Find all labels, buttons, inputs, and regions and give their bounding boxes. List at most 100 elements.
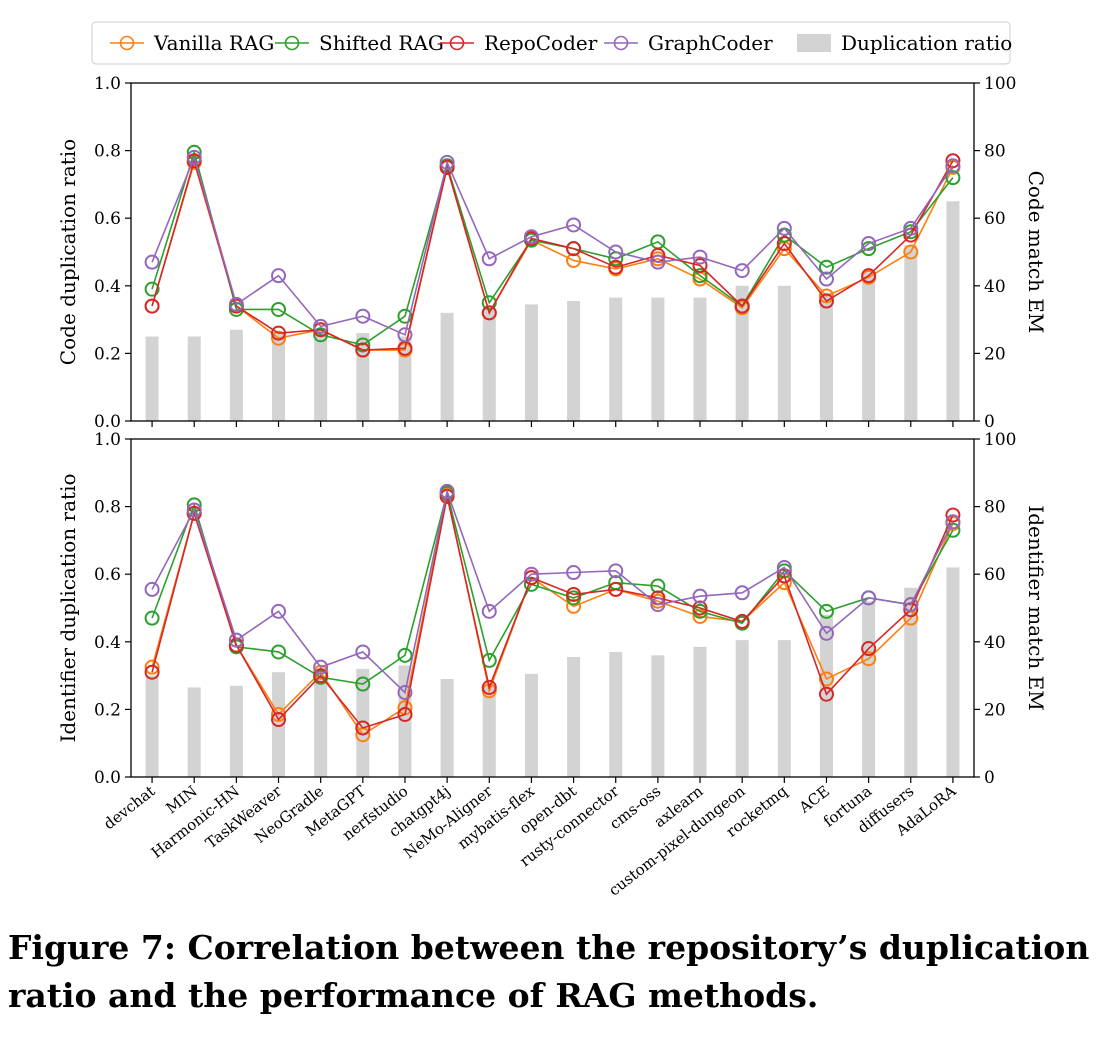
point-repocoder-rusty-connector	[608, 581, 624, 597]
series-shifted-rag	[144, 144, 961, 353]
point-graphcoder-nemo-aligner	[481, 251, 497, 267]
y-axis-label-left: Code duplication ratio	[56, 139, 80, 365]
series-line-shifted-rag	[151, 149, 954, 346]
right-tick-label: 80	[984, 498, 1006, 518]
series-graphcoder	[144, 483, 961, 700]
point-repocoder-rocketmq	[776, 568, 792, 584]
point-repocoder-nemo-aligner	[481, 305, 497, 321]
point-graphcoder-nemo-aligner	[481, 603, 497, 619]
point-graphcoder-devchat	[144, 581, 160, 597]
point-graphcoder-harmonic-hn	[228, 296, 244, 312]
right-tick-label: 80	[984, 142, 1006, 162]
bar-custom-pixel-dungeon	[735, 640, 749, 777]
y-axis-label-left: Identifier duplication ratio	[56, 473, 80, 742]
point-graphcoder-rocketmq	[776, 559, 792, 575]
duplication-bars	[145, 567, 960, 777]
right-tick-label: 40	[984, 633, 1006, 653]
series-line-graphcoder	[151, 154, 954, 336]
point-repocoder-open-dbt	[566, 586, 582, 602]
left-tick-label: 0.4	[94, 633, 121, 653]
series-repocoder	[144, 153, 961, 358]
point-shifted-rag-ace	[818, 259, 834, 275]
point-shifted-rag-taskweaver	[271, 301, 287, 317]
bar-rocketmq	[777, 285, 791, 421]
point-shifted-rag-axlearn	[692, 268, 708, 284]
point-graphcoder-nerfstudio	[397, 327, 413, 343]
point-graphcoder-axlearn	[692, 249, 708, 265]
right-tick-label: 20	[984, 344, 1006, 364]
left-tick-label: 0.0	[94, 412, 121, 432]
point-shifted-rag-devchat	[144, 281, 160, 297]
point-repocoder-nerfstudio	[397, 706, 413, 722]
bar-axlearn	[693, 297, 707, 421]
bar-fortuna	[862, 601, 876, 777]
point-shifted-rag-cms-oss	[650, 578, 666, 594]
bar-ace	[819, 614, 833, 777]
point-repocoder-metagpt	[355, 720, 371, 736]
point-repocoder-taskweaver	[271, 325, 287, 341]
point-repocoder-custom-pixel-dungeon	[734, 298, 750, 314]
point-shifted-rag-devchat	[144, 610, 160, 626]
bar-metagpt	[356, 668, 370, 777]
plot-frame	[130, 82, 975, 422]
point-repocoder-rocketmq	[776, 236, 792, 252]
figure-chart: Vanilla RAG Shifted RAG RepoCoder GraphCode…	[56, 21, 1048, 899]
point-graphcoder-chatgpt4j	[439, 154, 455, 170]
bar-diffusers	[904, 587, 918, 777]
bar-cms-oss	[651, 655, 665, 777]
legend-marker-vanilla-rag	[119, 35, 135, 51]
left-tick-label: 1.0	[94, 430, 121, 450]
point-vanilla-rag-ace	[818, 671, 834, 687]
series-line-vanilla-rag	[151, 494, 954, 736]
point-shifted-rag-metagpt	[355, 676, 371, 692]
legend-label-repocoder: RepoCoder	[484, 31, 598, 55]
bar-harmonic-hn	[229, 329, 243, 421]
point-graphcoder-taskweaver	[271, 603, 287, 619]
point-vanilla-rag-axlearn	[692, 608, 708, 624]
bar-harmonic-hn	[229, 685, 243, 777]
point-graphcoder-open-dbt	[566, 565, 582, 581]
point-vanilla-rag-diffusers	[903, 244, 919, 260]
left-tick-label: 0.4	[94, 277, 121, 297]
right-tick-label: 0	[984, 412, 995, 432]
legend-label-duplication-ratio: Duplication ratio	[841, 31, 1012, 55]
bar-adalora	[946, 201, 960, 421]
bar-rusty-connector	[609, 651, 623, 777]
point-vanilla-rag-open-dbt	[566, 252, 582, 268]
y-axis-label-right: Code match EM	[1024, 171, 1048, 334]
point-repocoder-ace	[818, 686, 834, 702]
bar-taskweaver	[272, 333, 286, 421]
bar-adalora	[946, 567, 960, 777]
point-vanilla-rag-fortuna	[861, 651, 877, 667]
point-graphcoder-custom-pixel-dungeon	[734, 263, 750, 279]
bar-rusty-connector	[609, 297, 623, 421]
point-graphcoder-diffusers	[903, 220, 919, 236]
x-axis-category-labels: devchat MINHarmonic-HNTaskWeaverNeoGradle…	[100, 781, 959, 899]
legend-item-graphcoder: GraphCoder	[604, 31, 773, 55]
right-tick-label: 60	[984, 565, 1006, 585]
point-graphcoder-metagpt	[355, 644, 371, 660]
right-tick-label: 20	[984, 700, 1006, 720]
point-shifted-rag-metagpt	[355, 337, 371, 353]
bar-neogradle	[314, 675, 328, 777]
legend-item-shifted-rag: Shifted RAG	[275, 31, 444, 55]
series-line-graphcoder	[151, 488, 954, 695]
point-graphcoder-neogradle	[313, 659, 329, 675]
left-tick-label: 1.0	[94, 74, 121, 94]
legend-item-duplication-ratio: Duplication ratio	[797, 31, 1012, 55]
legend-label-vanilla-rag: Vanilla RAG	[153, 31, 274, 55]
point-repocoder-fortuna	[861, 268, 877, 284]
point-graphcoder-custom-pixel-dungeon	[734, 585, 750, 601]
point-repocoder-ace	[818, 293, 834, 309]
left-tick-label: 0.0	[94, 768, 121, 788]
legend: Vanilla RAG Shifted RAG RepoCoder GraphCode…	[91, 21, 1012, 65]
point-graphcoder-open-dbt	[566, 217, 582, 233]
point-repocoder-rusty-connector	[608, 259, 624, 275]
left-tick-label: 0.8	[94, 498, 121, 518]
bar-min	[187, 336, 201, 421]
point-graphcoder-rusty-connector	[608, 563, 624, 579]
point-vanilla-rag-ace	[818, 288, 834, 304]
series-line-repocoder	[151, 496, 954, 729]
bar-neogradle	[314, 329, 328, 421]
left-tick-label: 0.6	[94, 565, 121, 585]
